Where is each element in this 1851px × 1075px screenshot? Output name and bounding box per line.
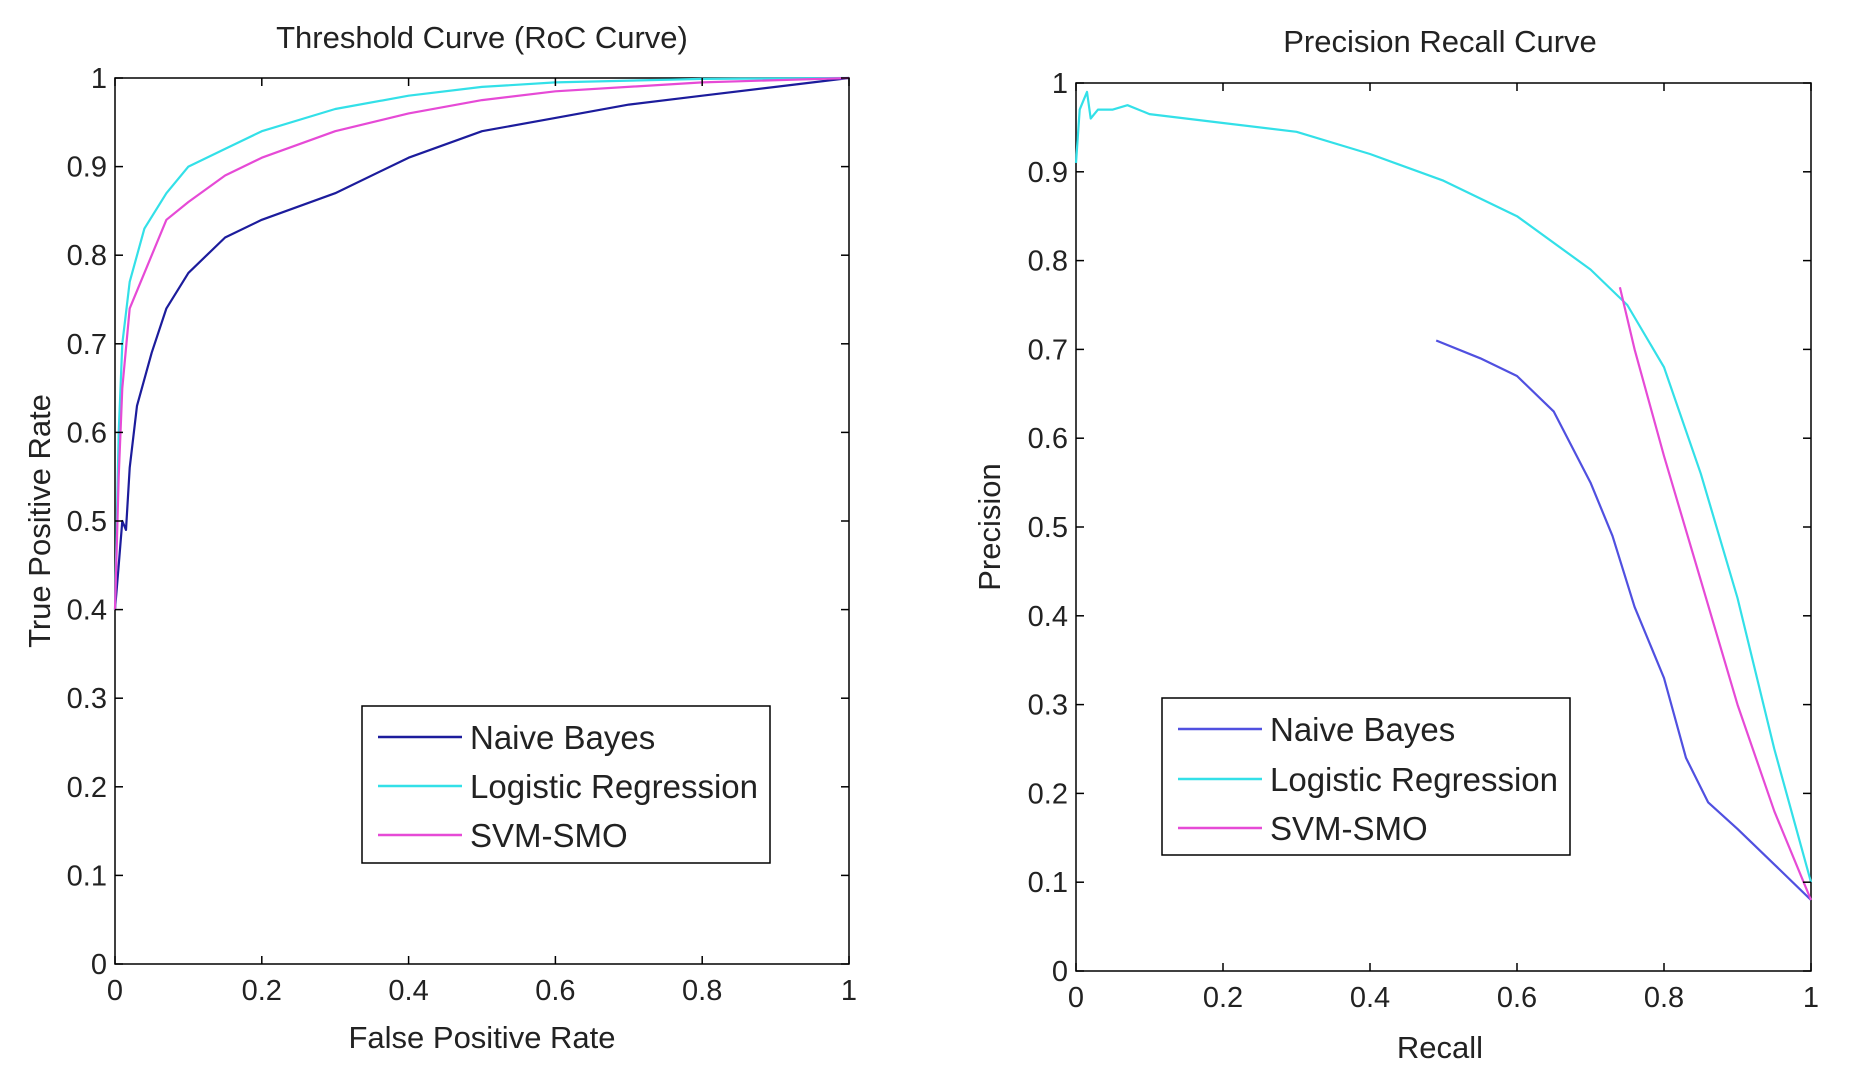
roc-y-tick-label: 0.3 <box>67 683 107 715</box>
pr-series-naive-bayes-line <box>1435 339 1812 901</box>
roc-legend: Naive Bayes Logistic Regression SVM-SMO <box>361 705 771 864</box>
pr-y-ticks: 0 0.1 0.2 0.3 0.4 0.5 0.6 0.7 0.8 0.9 1 <box>1028 68 1811 988</box>
pr-legend: Naive Bayes Logistic Regression SVM-SMO <box>1161 697 1571 856</box>
pr-series-logistic-regression-line <box>1074 90 1813 883</box>
roc-y-axis-title: True Positive Rate <box>22 394 57 648</box>
pr-y-tick-label: 0.6 <box>1028 423 1068 455</box>
pr-y-tick-label: 0.9 <box>1028 157 1068 189</box>
pr-y-axis-title: Precision <box>972 463 1007 591</box>
pr-y-tick-label: 0.5 <box>1028 512 1068 544</box>
pr-curves <box>1074 90 1813 901</box>
roc-series-naive-bayes-line <box>113 76 850 610</box>
pr-x-tick-label: 0.2 <box>1203 982 1243 1014</box>
pr-y-tick-label: 0.1 <box>1028 867 1068 899</box>
pr-legend-label-logistic-regression: Logistic Regression <box>1270 761 1558 798</box>
roc-x-axis-title: False Positive Rate <box>348 1020 615 1055</box>
roc-chart-title: Threshold Curve (RoC Curve) <box>276 20 688 55</box>
pr-series-svm-smo-line <box>1618 286 1813 901</box>
pr-y-tick-label: 0.8 <box>1028 246 1068 278</box>
roc-x-tick-label: 0.2 <box>242 975 282 1007</box>
roc-legend-label-logistic-regression: Logistic Regression <box>470 768 758 805</box>
pr-y-tick-label: 1 <box>1052 68 1068 100</box>
pr-y-tick-label: 0.3 <box>1028 690 1068 722</box>
roc-series-logistic-regression-line <box>113 76 850 610</box>
pr-legend-label-svm-smo: SVM-SMO <box>1270 810 1428 847</box>
roc-y-tick-label: 0.9 <box>67 152 107 184</box>
roc-legend-label-naive-bayes: Naive Bayes <box>470 719 655 756</box>
roc-y-tick-label: 0.8 <box>67 240 107 272</box>
pr-x-tick-label: 0.4 <box>1350 982 1390 1014</box>
pr-y-tick-label: 0.2 <box>1028 778 1068 810</box>
roc-y-tick-label: 0.2 <box>67 772 107 804</box>
pr-legend-label-naive-bayes: Naive Bayes <box>1270 711 1455 748</box>
roc-y-tick-label: 0 <box>91 949 107 981</box>
pr-x-tick-label: 0.8 <box>1644 982 1684 1014</box>
roc-series-svm-smo-line <box>113 76 850 610</box>
pr-y-tick-label: 0.4 <box>1028 601 1068 633</box>
roc-y-tick-label: 0.6 <box>67 417 107 449</box>
roc-y-ticks: 0 0.1 0.2 0.3 0.4 0.5 0.6 0.7 0.8 0.9 1 <box>67 63 849 981</box>
pr-chart-title: Precision Recall Curve <box>1283 24 1597 59</box>
roc-x-tick-label: 0.6 <box>535 975 575 1007</box>
roc-y-tick-label: 0.7 <box>67 329 107 361</box>
roc-x-tick-label: 0.8 <box>682 975 722 1007</box>
pr-x-axis-title: Recall <box>1397 1030 1483 1065</box>
roc-y-tick-label: 1 <box>91 63 107 95</box>
roc-x-tick-label: 0 <box>107 975 123 1007</box>
roc-x-tick-label: 0.4 <box>388 975 428 1007</box>
pr-x-tick-label: 0.6 <box>1497 982 1537 1014</box>
pr-y-tick-label: 0.7 <box>1028 334 1068 366</box>
roc-y-tick-label: 0.1 <box>67 860 107 892</box>
roc-x-ticks: 0 0.2 0.4 0.6 0.8 1 <box>107 78 857 1007</box>
roc-y-tick-label: 0.4 <box>67 595 107 627</box>
pr-chart: Precision Recall Curve 0 0.2 0.4 0.6 0.8 1 00… <box>972 24 1819 1065</box>
roc-legend-label-svm-smo: SVM-SMO <box>470 817 628 854</box>
pr-x-ticks: 0 0.2 0.4 0.6 0.8 1 <box>1068 83 1819 1014</box>
pr-y-tick-label: 0 <box>1052 956 1068 988</box>
roc-y-tick-label: 0.5 <box>67 506 107 538</box>
roc-curves <box>113 76 850 610</box>
pr-x-tick-label: 0 <box>1068 982 1084 1014</box>
pr-x-tick-label: 1 <box>1803 982 1819 1014</box>
roc-chart: Threshold Curve (RoC Curve) 0 0.2 0.4 0.6 0.… <box>22 20 857 1055</box>
roc-x-tick-label: 1 <box>841 975 857 1007</box>
roc-legend-box <box>361 705 771 864</box>
